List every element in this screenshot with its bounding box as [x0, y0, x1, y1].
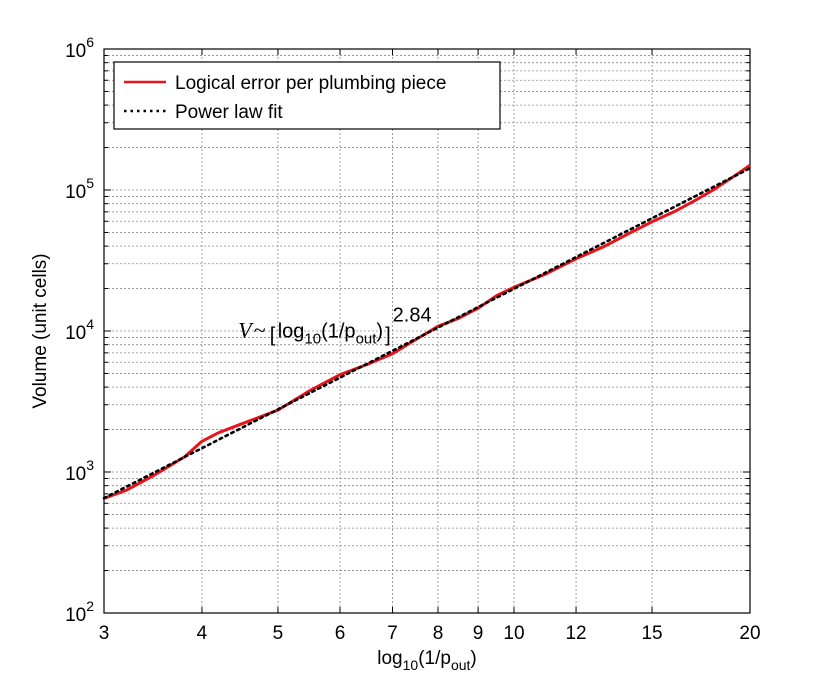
x-tick-label: 5 — [273, 623, 284, 644]
annotation-arg-sub: out — [356, 330, 378, 347]
legend-entry-logical-error: Logical error per plumbing piece — [175, 73, 446, 94]
annotation-close: ) — [376, 320, 383, 342]
x-tick-label: 15 — [641, 623, 662, 644]
x-axis-label-mid: (1/p — [418, 648, 451, 669]
y-tick-label-exponent: 2 — [86, 598, 94, 614]
y-tick-label: 106 — [65, 34, 94, 62]
y-tick-label-exponent: 6 — [86, 34, 94, 50]
y-tick-label-base: 10 — [65, 41, 86, 62]
y-tick-label-exponent: 4 — [86, 316, 94, 332]
legend-entry-power-law: Power law fit — [175, 102, 283, 123]
annotation-lhs: V — [238, 317, 254, 342]
annotation-sub: 10 — [304, 330, 321, 347]
svg-text:log10(1/pout): log10(1/pout) — [278, 320, 383, 347]
y-tick-label: 103 — [65, 457, 94, 485]
y-tick-label-exponent: 5 — [86, 175, 94, 191]
series-power-law-fit-line — [102, 166, 752, 500]
power-law-annotation: V~ [ log10(1/pout) ] 2.84 — [238, 304, 431, 347]
axis-ticks — [103, 49, 751, 614]
annotation-exponent: 2.84 — [393, 304, 432, 326]
x-tick-label: 3 — [99, 623, 110, 644]
legend-box — [113, 61, 501, 130]
y-tick-label-base: 10 — [65, 323, 86, 344]
x-tick-label: 20 — [739, 623, 760, 644]
svg-text:V~: V~ — [238, 317, 265, 342]
y-tick-label-base: 10 — [65, 464, 86, 485]
y-axis-label: Volume (unit cells) — [30, 253, 51, 408]
x-tick-label: 6 — [335, 623, 346, 644]
series-logical-error-line — [103, 163, 751, 500]
grid-lines — [104, 49, 750, 613]
x-tick-label: 10 — [503, 623, 524, 644]
x-axis-label-log: log — [377, 648, 402, 669]
annotation-arg: (1/p — [321, 320, 355, 342]
x-tick-label: 4 — [197, 623, 208, 644]
x-axis-label: log10(1/pout) — [377, 648, 476, 673]
annotation-left-bracket: [ — [270, 324, 276, 346]
x-tick-label: 7 — [387, 623, 398, 644]
annotation-right-bracket: ] — [385, 324, 391, 346]
y-tick-label: 102 — [65, 598, 94, 626]
y-tick-label-base: 10 — [65, 182, 86, 203]
y-tick-label-base: 10 — [65, 605, 86, 626]
x-tick-label: 9 — [473, 623, 484, 644]
x-tick-label: 8 — [433, 623, 444, 644]
x-axis-label-sub: 10 — [403, 657, 419, 673]
y-tick-label: 104 — [65, 316, 94, 344]
series-layer — [102, 163, 752, 500]
y-tick-label: 105 — [65, 175, 94, 203]
y-tick-label-exponent: 3 — [86, 457, 94, 473]
annotation-log: log — [278, 320, 305, 342]
annotation-approx: ~ — [254, 317, 266, 342]
x-tick-label: 12 — [565, 623, 586, 644]
x-axis-label-close: ) — [470, 648, 476, 669]
x-axis-label-sub2: out — [451, 657, 471, 673]
legend: Logical error per plumbing piece Power l… — [113, 61, 501, 130]
